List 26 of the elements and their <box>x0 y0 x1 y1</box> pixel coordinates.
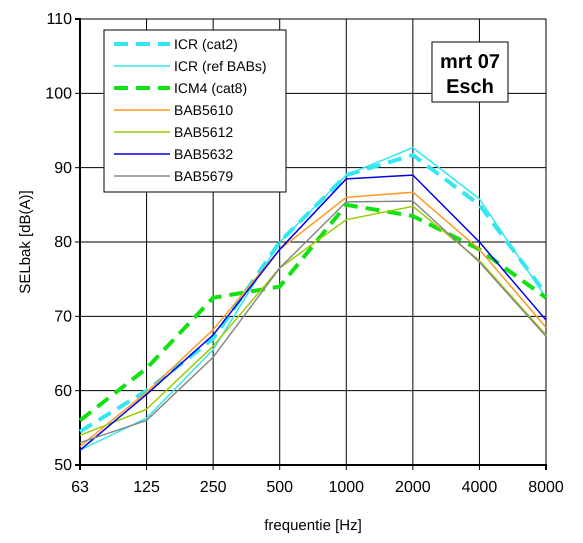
x-tick-label: 1000 <box>328 479 364 496</box>
legend-label: ICR (ref BABs) <box>174 58 267 74</box>
annotation: Esch <box>446 76 494 98</box>
legend-label: ICR (cat2) <box>174 36 238 52</box>
legend-label: BAB5632 <box>174 146 234 162</box>
y-tick-label: 50 <box>54 457 72 474</box>
x-tick-label: 8000 <box>528 479 564 496</box>
legend-label: ICM4 (cat8) <box>174 80 248 96</box>
y-tick-label: 90 <box>54 160 72 177</box>
x-tick-label: 4000 <box>462 479 498 496</box>
y-tick-label: 70 <box>54 308 72 326</box>
legend-label: BAB5612 <box>174 124 234 140</box>
y-tick-label: 60 <box>54 382 72 400</box>
legend-label: BAB5679 <box>174 168 234 184</box>
annotation: mrt 07 <box>440 51 500 73</box>
x-tick-label: 125 <box>133 479 160 496</box>
y-axis-title: SELbak [dB(A)] <box>17 190 34 294</box>
x-tick-label: 2000 <box>395 479 431 496</box>
y-tick-label: 80 <box>54 234 72 252</box>
x-tick-label: 63 <box>71 479 89 496</box>
y-tick-label: 110 <box>46 11 72 28</box>
x-tick-label: 500 <box>266 479 294 496</box>
x-tick-label: 250 <box>200 479 227 496</box>
y-tick-label: 100 <box>45 85 72 102</box>
legend-label: BAB5610 <box>174 102 234 118</box>
x-axis-title: frequentie [Hz] <box>264 517 362 534</box>
